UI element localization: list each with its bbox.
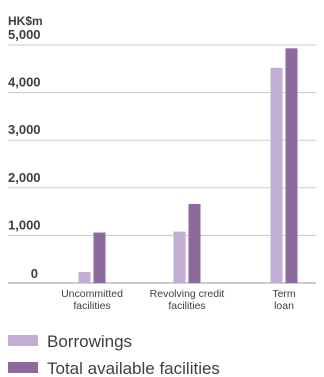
bar-total-available-facilities [188,203,201,283]
x-category-label: Revolving credit facilities [150,288,225,312]
y-tick-label: 1,000 [8,217,41,232]
bar-borrowings [78,272,91,283]
x-category-label-line: Uncommitted [61,288,123,300]
y-tick-label: 2,000 [8,170,41,185]
bar-borrowings [270,67,283,284]
bars [78,48,298,284]
x-category-label-line: Term [272,288,296,300]
x-category-label: Uncommitted facilities [61,288,123,312]
y-axis-ticks: 5,000 4,000 3,000 2,000 1,000 0 [8,27,41,281]
bar-total-available-facilities [93,232,106,283]
x-category-label-line: Revolving credit [150,288,225,300]
y-tick-label: 0 [31,266,38,281]
x-category-label-line: facilities [73,300,110,312]
x-category-label-line: loan [274,300,294,312]
legend-swatch [8,335,38,346]
y-tick-label: 3,000 [8,122,41,137]
y-axis-unit-label: HK$m [8,14,43,28]
y-tick-label: 4,000 [8,75,41,90]
legend: Borrowings Total available facilities [8,332,220,377]
x-category-label-line: facilities [168,300,205,312]
x-category-label: Term loan [272,288,296,312]
legend-swatch [8,362,38,373]
bar-borrowings [173,231,186,283]
gridlines [8,44,316,284]
legend-label: Total available facilities [47,359,220,377]
legend-label: Borrowings [47,332,132,351]
bar-total-available-facilities [285,48,298,283]
y-tick-label: 5,000 [8,27,41,42]
